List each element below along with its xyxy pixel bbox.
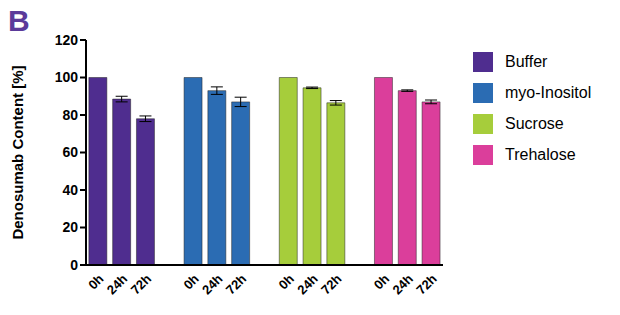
html-text:B: B	[8, 4, 30, 37]
svg-text:Denosumab Content [%]: Denosumab Content [%]	[9, 65, 26, 239]
svg-text:60: 60	[62, 144, 78, 160]
html-text:Buffer: Buffer	[505, 52, 548, 70]
svg-text:0h: 0h	[180, 271, 201, 292]
svg-text:72h: 72h	[318, 271, 344, 297]
svg-text:72h: 72h	[413, 271, 439, 297]
svg-text:0h: 0h	[276, 271, 297, 292]
svg-text:0: 0	[70, 257, 78, 273]
html-text:Trehalose: Trehalose	[505, 145, 576, 163]
svg-text:72h: 72h	[223, 271, 249, 297]
svg-text:120: 120	[55, 32, 79, 48]
html-text:Sucrose: Sucrose	[505, 114, 564, 132]
svg-text:0h: 0h	[371, 271, 392, 292]
svg-text:40: 40	[62, 182, 78, 198]
svg-text:72h: 72h	[128, 271, 154, 297]
svg-text:100: 100	[55, 69, 79, 85]
svg-text:24h: 24h	[294, 271, 320, 297]
svg-text:24h: 24h	[104, 271, 130, 297]
html-text:myo-Inositol: myo-Inositol	[505, 83, 592, 101]
svg-text:24h: 24h	[199, 271, 225, 297]
svg-text:24h: 24h	[389, 271, 415, 297]
svg-text:80: 80	[62, 107, 78, 123]
svg-text:0h: 0h	[85, 271, 106, 292]
svg-text:20: 20	[62, 219, 78, 235]
